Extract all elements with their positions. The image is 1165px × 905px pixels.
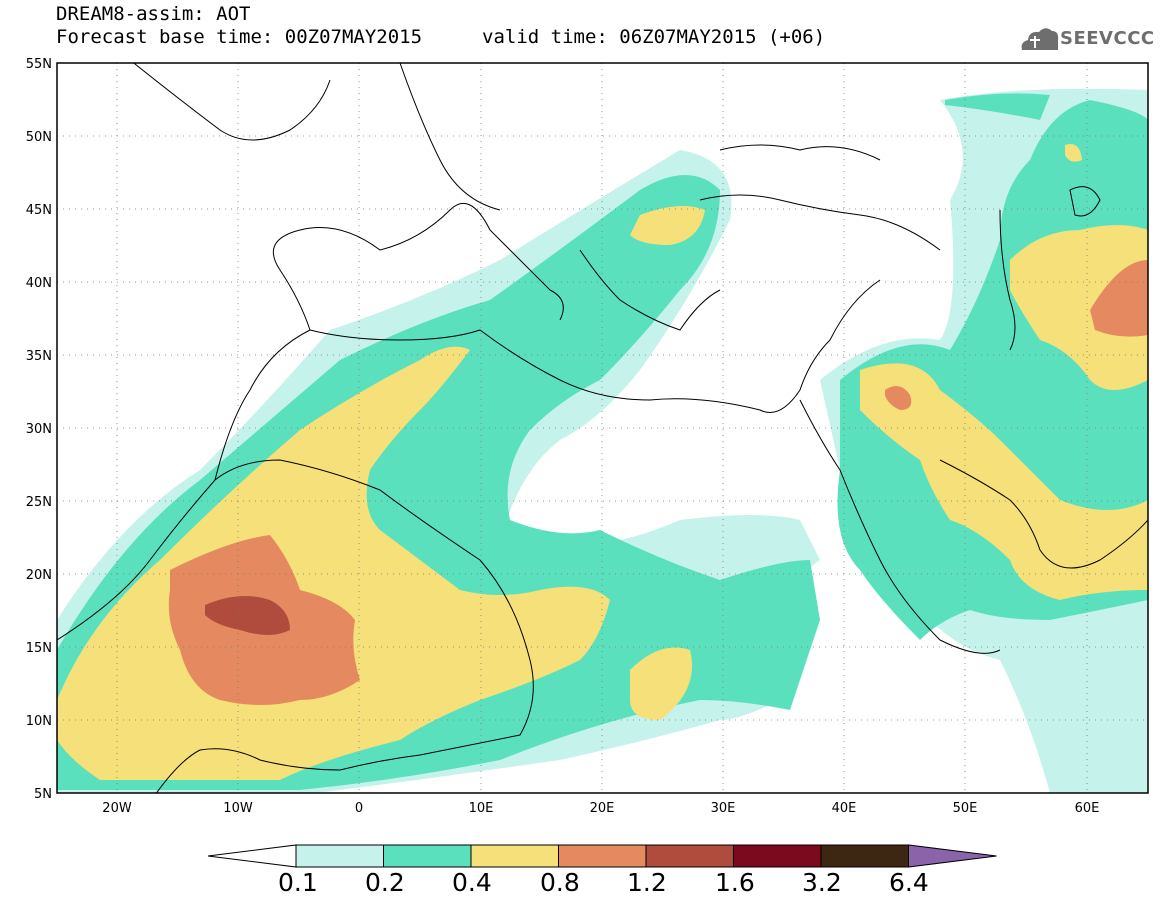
lat-tick-label: 10N: [26, 714, 52, 729]
forecast-base-time: Forecast base time: 00Z07MAY2015: [56, 26, 423, 48]
colorbar-segment: [470, 844, 559, 868]
lat-tick-label: 20N: [26, 568, 52, 583]
colorbar-label: 0.4: [452, 868, 492, 897]
lon-tick-label: 60E: [1075, 801, 1100, 816]
lon-tick-label: 40E: [832, 801, 857, 816]
map-title: DREAM8-assim: AOT: [56, 3, 251, 25]
lon-tick-label: 20E: [590, 801, 615, 816]
aot-field: [57, 88, 1148, 793]
lon-tick-label: 10W: [223, 801, 253, 816]
lat-axis: 5N 10N 15N 20N 25N 30N 35N 40N 45N 50N 5…: [26, 57, 52, 802]
lon-tick-label: 20W: [102, 801, 132, 816]
lon-tick-label: 0: [355, 801, 363, 816]
lat-tick-label: 35N: [26, 349, 52, 364]
colorbar-segment: [820, 844, 909, 868]
colorbar-arrow-high: [908, 844, 997, 868]
lat-tick-label: 25N: [26, 495, 52, 510]
colorbar-segment: [295, 844, 384, 868]
lat-tick-label: 55N: [26, 57, 52, 72]
colorbar-segment: [383, 844, 472, 868]
lat-tick-label: 5N: [34, 787, 52, 802]
lon-tick-label: 30E: [711, 801, 736, 816]
valid-time: valid time: 06Z07MAY2015 (+06): [482, 26, 826, 48]
lon-axis: 20W 10W 0 10E 20E 30E 40E 50E 60E: [102, 801, 1099, 816]
colorbar: [207, 844, 997, 868]
colorbar-segment: [558, 844, 647, 868]
colorbar-segment: [733, 844, 822, 868]
lat-tick-label: 40N: [26, 276, 52, 291]
lat-tick-label: 30N: [26, 422, 52, 437]
colorbar-label: 3.2: [802, 868, 842, 897]
lat-tick-label: 50N: [26, 130, 52, 145]
map-frame: [56, 62, 1149, 794]
colorbar-segment: [645, 844, 734, 868]
lat-tick-label: 45N: [26, 203, 52, 218]
lon-tick-label: 50E: [953, 801, 978, 816]
colorbar-label: 6.4: [889, 868, 929, 897]
colorbar-label: 0.2: [365, 868, 405, 897]
colorbar-label: 0.8: [540, 868, 580, 897]
colorbar-label: 1.2: [627, 868, 667, 897]
cloud-logo-icon: [1021, 28, 1059, 50]
colorbar-label: 0.1: [278, 868, 318, 897]
lat-tick-label: 15N: [26, 641, 52, 656]
colorbar-arrow-low: [207, 844, 297, 868]
lon-tick-label: 10E: [469, 801, 494, 816]
colorbar-label: 1.6: [715, 868, 755, 897]
coastlines: [57, 63, 1148, 793]
logo-text: SEEVCCC: [1060, 28, 1155, 49]
